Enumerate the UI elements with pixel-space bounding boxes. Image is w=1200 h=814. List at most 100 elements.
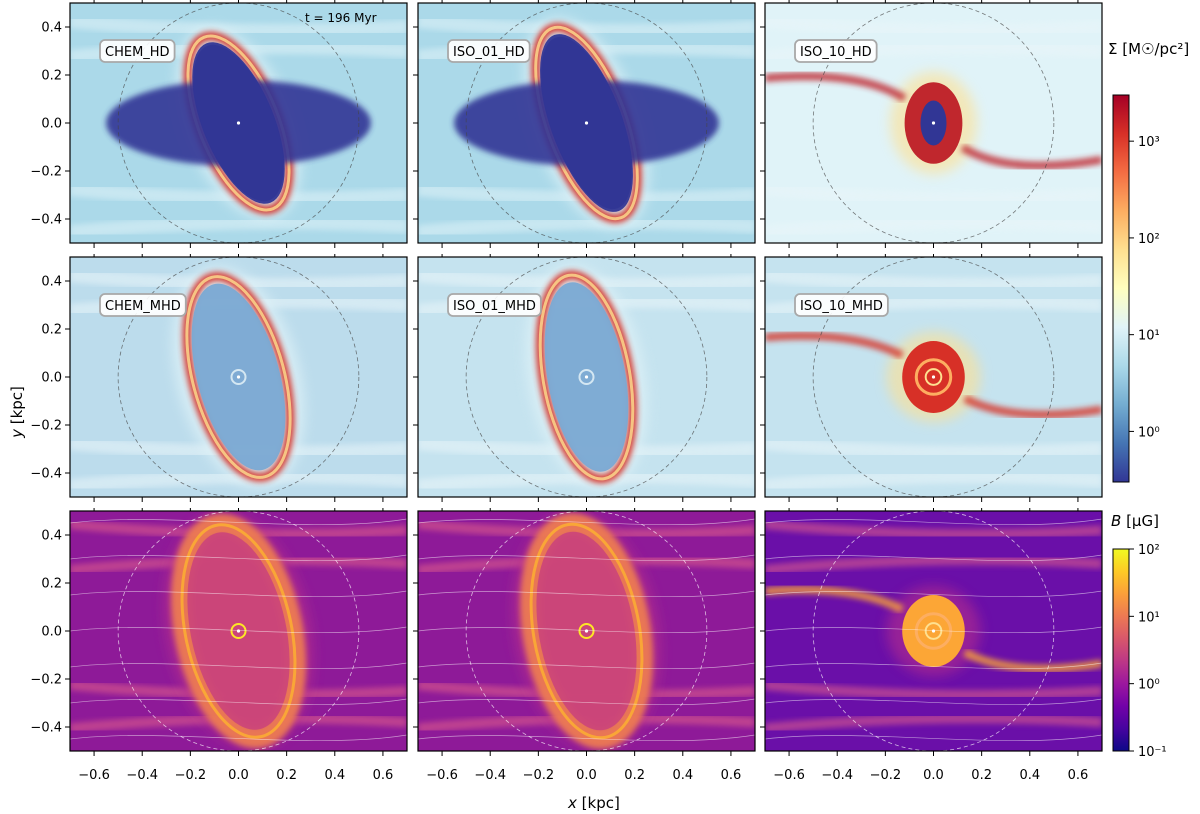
y-tick-label: 0.4	[41, 21, 62, 36]
filament	[765, 436, 1102, 460]
surface-density-colorbar: Σ [M☉/pc²]	[1108, 40, 1189, 483]
panel-label-box	[794, 293, 889, 317]
x-tick-label: 0.2	[624, 768, 645, 783]
spiral-arm	[765, 585, 905, 613]
panel-grid: CHEM_HD ISO_01_HD ISO_10_HD CHEM_MHD ISO_01_…	[69, 2, 1103, 752]
colorbar-tick-label: 10⁰	[1138, 678, 1160, 693]
center-marker	[236, 375, 241, 379]
x-tick-label: −0.2	[870, 768, 902, 783]
y-tick-label: 0.4	[41, 275, 62, 290]
x-tick-label: 0.0	[923, 768, 944, 783]
gas-ring-edge	[538, 273, 635, 481]
y-tick-label: 0.0	[41, 117, 62, 132]
field-line	[765, 662, 1102, 670]
panel-iso-10-mhd: ISO_10_MHD	[764, 256, 1103, 498]
spiral-arm	[765, 331, 905, 359]
field-colorbar-title: B [μG]	[1111, 512, 1159, 530]
y-tick-label: 0.4	[41, 529, 62, 544]
panel-chem-mhd: CHEM_MHD	[69, 256, 408, 498]
x-tick-label: 0.2	[971, 768, 992, 783]
panel-iso-10-hd: ISO_10_HD	[764, 2, 1103, 244]
panel-label: ISO_10_HD	[800, 45, 872, 60]
reference-circle	[465, 3, 708, 243]
filament	[765, 554, 1102, 575]
panel-label-box	[447, 39, 531, 63]
field-line	[70, 626, 407, 634]
field-line	[765, 590, 1102, 598]
y-tick-label: −0.4	[30, 721, 62, 736]
colorbar-tick-label: 10¹	[1138, 329, 1160, 344]
panel-iso-01-mhd: ISO_01_MHD	[417, 256, 756, 498]
y-tick-label: −0.2	[30, 673, 62, 688]
y-tick-label: −0.2	[30, 165, 62, 180]
center-marker	[584, 629, 589, 633]
filament	[765, 182, 1102, 206]
reference-circle	[117, 3, 360, 243]
reference-circle	[117, 511, 360, 751]
panel-label: ISO_10_MHD	[800, 299, 883, 314]
x-tick-label: 0.0	[228, 768, 249, 783]
x-tick-label: −0.2	[523, 768, 555, 783]
colorbar-tick-label: 10⁻¹	[1138, 745, 1167, 760]
center-marker	[584, 121, 589, 125]
time-label: t = 196 Myr	[305, 11, 377, 25]
x-tick-label: 0.0	[576, 768, 597, 783]
x-tick-label: −0.4	[821, 768, 853, 783]
filament	[418, 215, 755, 240]
field-line	[418, 698, 755, 706]
field-line	[70, 518, 407, 526]
panel-label: CHEM_MHD	[105, 299, 181, 314]
colorbar-tick-label: 10³	[1138, 135, 1160, 150]
center-marker	[931, 629, 936, 633]
y-tick-label: 0.0	[41, 371, 62, 386]
spiral-arm	[765, 72, 907, 102]
field-line	[70, 734, 407, 742]
surface-colorbar-title: Σ [M☉/pc²]	[1108, 40, 1189, 58]
field-line	[418, 590, 755, 598]
panel-iso-01-hd: ISO_01_HD	[417, 2, 756, 244]
magnetic-field-colorbar: B [μG]	[1111, 512, 1159, 752]
spiral-arm	[962, 395, 1102, 419]
field-line	[418, 734, 755, 742]
gas-ring-edge	[529, 522, 644, 740]
panel-field-1	[69, 510, 408, 752]
y-tick-label: 0.2	[41, 577, 62, 592]
x-tick-label: −0.4	[474, 768, 506, 783]
filament	[70, 14, 407, 38]
y-tick-label: −0.4	[30, 467, 62, 482]
x-tick-label: −0.6	[78, 768, 110, 783]
field-line	[765, 626, 1102, 634]
field-line	[765, 554, 1102, 562]
x-tick-label: 0.6	[1068, 768, 1089, 783]
filament	[765, 680, 1102, 700]
nuclear-ring	[230, 369, 247, 385]
x-tick-label: 0.4	[1019, 768, 1040, 783]
reference-circle	[812, 511, 1055, 751]
y-axis-title: y [kpc]	[8, 386, 26, 439]
panel-label-box	[99, 39, 176, 63]
field-line	[70, 698, 407, 706]
panel-label: ISO_01_MHD	[453, 299, 536, 314]
filament	[765, 519, 1102, 540]
x-tick-label: 0.2	[276, 768, 297, 783]
x-axis-title: x [kpc]	[567, 794, 620, 812]
x-tick-label: −0.4	[126, 768, 158, 783]
filament	[765, 215, 1102, 240]
filament	[765, 713, 1102, 734]
panel-label-box	[447, 293, 542, 317]
colorbar-tick-label: 10¹	[1138, 610, 1160, 625]
tick-layer: −0.6 −0.4 −0.2 0.0 0.2 0.4 0.6 −0.6 −0.4 −0.2 0.0 0…	[30, 0, 1088, 783]
y-tick-label: −0.2	[30, 419, 62, 434]
colorbar-tick-label: 10⁰	[1138, 425, 1160, 440]
y-tick-label: 0.2	[41, 69, 62, 84]
field-line	[70, 590, 407, 598]
x-tick-label: 0.4	[324, 768, 345, 783]
reference-circle	[812, 3, 1055, 243]
panel-label-box	[794, 39, 878, 63]
panel-chem-hd: CHEM_HD	[69, 2, 408, 244]
filament	[765, 469, 1102, 494]
x-tick-label: −0.6	[773, 768, 805, 783]
center-marker	[584, 375, 589, 379]
center-marker	[931, 375, 936, 379]
colorbar-tick-label: 10²	[1138, 543, 1160, 558]
